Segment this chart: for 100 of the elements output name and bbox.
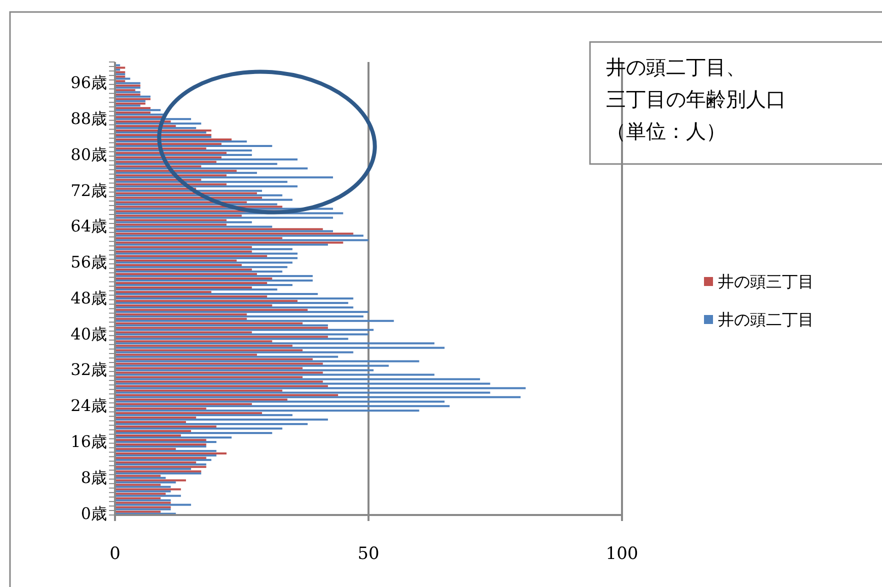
bar <box>115 138 232 140</box>
bar <box>115 418 328 421</box>
bar <box>115 125 176 128</box>
bar <box>115 400 445 403</box>
bar <box>115 176 334 178</box>
bar <box>115 91 140 94</box>
bar <box>115 160 216 163</box>
bar <box>115 488 181 490</box>
bar <box>115 436 232 439</box>
bar <box>115 392 490 394</box>
bar <box>115 190 262 192</box>
bar <box>115 297 354 300</box>
legend-label: 井の頭三丁目 <box>718 272 814 291</box>
bar <box>115 185 298 188</box>
bar <box>115 466 206 468</box>
bar <box>115 412 262 414</box>
bar <box>115 306 354 308</box>
bar <box>115 369 374 372</box>
bar <box>115 118 192 120</box>
bar <box>115 130 212 132</box>
bar <box>115 333 368 336</box>
bar <box>115 107 150 110</box>
y-tick-label: 56歳 <box>70 252 107 272</box>
bar <box>115 228 323 230</box>
y-tick-label: 24歳 <box>70 396 107 416</box>
bar <box>115 349 303 352</box>
bar <box>115 354 257 356</box>
bar <box>115 262 292 264</box>
bar <box>115 132 206 134</box>
bar <box>115 440 216 444</box>
bar <box>115 174 227 176</box>
bar <box>115 331 252 334</box>
bar <box>115 364 389 367</box>
bar <box>115 351 354 354</box>
bar <box>115 136 212 138</box>
bar <box>115 270 282 273</box>
bar <box>115 288 278 291</box>
bar <box>115 201 247 204</box>
bar <box>115 468 192 470</box>
bar <box>115 403 252 406</box>
bar <box>115 390 282 392</box>
bar <box>115 313 247 316</box>
bar <box>115 326 328 329</box>
bar <box>115 490 171 492</box>
y-tick-label: 0歳 <box>80 504 107 523</box>
bar <box>115 315 364 318</box>
bar <box>115 216 334 219</box>
bar <box>115 120 171 123</box>
bar <box>115 206 282 208</box>
bar <box>115 170 237 172</box>
bar <box>115 494 181 497</box>
bar <box>115 438 206 441</box>
bar <box>115 367 303 370</box>
bar <box>115 342 434 344</box>
bar <box>115 172 257 174</box>
bar <box>115 372 323 374</box>
bar <box>115 264 242 266</box>
bar <box>115 244 328 246</box>
bar <box>115 224 227 226</box>
bar <box>115 192 257 194</box>
bar <box>115 510 161 513</box>
bar <box>115 152 227 154</box>
bar <box>115 239 368 242</box>
bar <box>115 502 171 504</box>
bar <box>115 300 298 302</box>
bar <box>115 324 328 326</box>
bar <box>115 100 146 102</box>
y-tick-label: 88歳 <box>70 109 107 128</box>
bar <box>115 416 196 419</box>
bar <box>115 198 292 201</box>
bar <box>115 394 338 396</box>
bar <box>115 486 171 488</box>
bar <box>115 275 313 278</box>
bar <box>115 405 450 408</box>
bar <box>115 112 150 114</box>
bar <box>115 266 288 268</box>
bar <box>115 310 368 313</box>
y-tick-label: 64歳 <box>70 216 107 236</box>
bar <box>115 162 278 165</box>
bar <box>115 102 146 105</box>
x-tick-label: 0 <box>110 544 120 564</box>
bar <box>115 304 272 306</box>
bar <box>115 89 136 92</box>
x-tick-label: 50 <box>358 544 380 564</box>
y-tick-label: 72歳 <box>70 180 107 200</box>
bar <box>115 237 282 240</box>
bar <box>115 149 252 152</box>
bar <box>115 456 206 459</box>
bar <box>115 280 313 282</box>
y-tick-label: 8歳 <box>80 468 107 487</box>
bar <box>115 328 374 331</box>
bar <box>115 434 181 437</box>
bar <box>115 154 252 156</box>
bar <box>115 448 176 450</box>
bar <box>115 109 161 112</box>
y-tick-label: 48歳 <box>70 288 107 308</box>
bar <box>115 165 202 168</box>
bar <box>115 252 298 255</box>
y-tick-label: 80歳 <box>70 144 107 164</box>
bar <box>115 318 247 320</box>
